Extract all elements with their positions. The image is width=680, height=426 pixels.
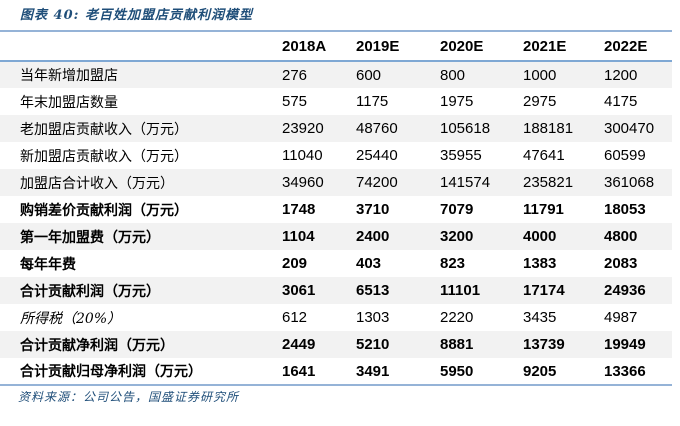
cell-value: 17174 [523,282,565,299]
cell-value: 3435 [523,309,557,326]
cell-value: 1175 [356,93,389,110]
cell-value: 4000 [523,228,557,245]
cell-value: 4987 [604,309,638,326]
cell-value: 1975 [440,93,474,110]
row-label: 购销差价贡献利润（万元） [20,202,188,219]
cell-value: 105618 [440,120,491,137]
year-column-header: 2020E [440,32,523,62]
cell-value: 6513 [356,282,390,299]
cell-value: 18053 [604,201,646,218]
cell-value: 24936 [604,282,646,299]
model-table: 2018A 2019E 2020E 2021E 2022E 当年新增加盟店 276 600 8… [0,32,672,386]
cell-value: 7079 [440,201,474,218]
cell-value: 11101 [440,282,481,299]
header-row: 2018A 2019E 2020E 2021E 2022E [0,32,672,62]
row-label: 年末加盟店数量 [20,94,118,111]
cell-value: 47641 [523,147,565,164]
top-rule-divider [0,30,672,32]
cell-value: 1383 [523,255,557,272]
row-label: 第一年加盟费（万元） [20,229,160,246]
cell-value: 60599 [604,147,646,164]
cell-value: 1641 [282,358,356,386]
cell-value: 2449 [282,336,316,353]
table-row: 合计贡献利润（万元） 3061 6513 11101 17174 24936 [0,277,672,304]
cell-value: 3061 [282,282,316,299]
cell-value: 3710 [356,201,390,218]
year-column-header: 2022E [604,32,672,62]
cell-value: 13366 [604,358,672,386]
row-label: 合计贡献净利润（万元） [20,337,174,354]
cell-value: 8881 [440,336,474,353]
cell-value: 34960 [282,174,324,191]
cell-value: 276 [282,66,308,84]
source-note: 资料来源：公司公告，国盛证券研究所 [18,390,240,404]
table-row: 第一年加盟费（万元） 1104 2400 3200 4000 4800 [0,223,672,250]
cell-value: 1000 [523,66,557,84]
table-row: 新加盟店贡献收入（万元） 11040 25440 35955 47641 60599 [0,142,672,169]
cell-value: 575 [282,93,308,110]
cell-value: 5950 [440,358,523,386]
row-label: 合计贡献利润（万元） [20,283,160,300]
cell-value: 600 [356,66,382,84]
cell-value: 209 [282,255,308,272]
cell-value: 2083 [604,255,638,272]
table-row: 老加盟店贡献收入（万元） 23920 48760 105618 188181 300470 [0,115,672,142]
cell-value: 2975 [523,93,557,110]
row-label: 加盟店合计收入（万元） [20,175,174,192]
cell-value: 3491 [356,358,440,386]
cell-value: 403 [356,255,382,272]
cell-value: 3200 [440,228,474,245]
row-label: 新加盟店贡献收入（万元） [20,148,188,165]
table-row: 所得税（20%） 612 1303 2220 3435 4987 [0,304,672,331]
table-row: 当年新增加盟店 276 600 800 1000 1200 [0,61,672,88]
cell-value: 800 [440,66,466,84]
cell-value: 35955 [440,147,482,164]
table-row: 年末加盟店数量 575 1175 1975 2975 4175 [0,88,672,115]
table-row: 加盟店合计收入（万元） 34960 74200 141574 235821 361068 [0,169,672,196]
cell-value: 823 [440,255,466,272]
cell-value: 1104 [282,228,315,245]
row-label: 老加盟店贡献收入（万元） [20,121,188,138]
cell-value: 612 [282,309,308,326]
cell-value: 1303 [356,309,390,326]
cell-value: 2400 [356,228,390,245]
cell-value: 1200 [604,66,638,84]
year-column-header: 2018A [282,32,356,62]
row-label: 当年新增加盟店 [20,68,118,84]
table-row: 购销差价贡献利润（万元） 1748 3710 7079 11791 18053 [0,196,672,223]
cell-value: 188181 [523,120,574,137]
year-column-header: 2021E [523,32,604,62]
cell-value: 300470 [604,120,655,137]
corner-cell [0,32,282,62]
cell-value: 2220 [440,309,474,326]
table-row: 合计贡献净利润（万元） 2449 5210 8881 13739 19949 [0,331,672,358]
cell-value: 23920 [282,120,324,137]
table-row: 合计贡献归母净利润（万元） 1641 3491 5950 9205 13366 [0,358,672,386]
row-label: 合计贡献归母净利润（万元） [0,358,282,386]
cell-value: 141574 [440,174,491,191]
table-row: 每年年费 209 403 823 1383 2083 [0,250,672,277]
row-label: 所得税（20%） [20,310,122,327]
row-label: 每年年费 [20,256,76,273]
cell-value: 9205 [523,358,604,386]
cell-value: 74200 [356,174,398,191]
cell-value: 5210 [356,336,390,353]
cell-value: 25440 [356,147,398,164]
cell-value: 4175 [604,93,638,110]
cell-value: 235821 [523,174,574,191]
year-column-header: 2019E [356,32,440,62]
cell-value: 1748 [282,201,316,218]
cell-value: 11791 [523,201,564,218]
cell-value: 4800 [604,228,638,245]
figure-title: 图表 40: 老百姓加盟店贡献利润模型 [20,8,253,23]
cell-value: 19949 [604,336,646,353]
cell-value: 361068 [604,174,655,191]
cell-value: 48760 [356,120,398,137]
cell-value: 13739 [523,336,565,353]
table-body: 当年新增加盟店 276 600 800 1000 1200 年末加盟店数量 575 1175 19… [0,61,672,386]
cell-value: 11040 [282,147,323,164]
